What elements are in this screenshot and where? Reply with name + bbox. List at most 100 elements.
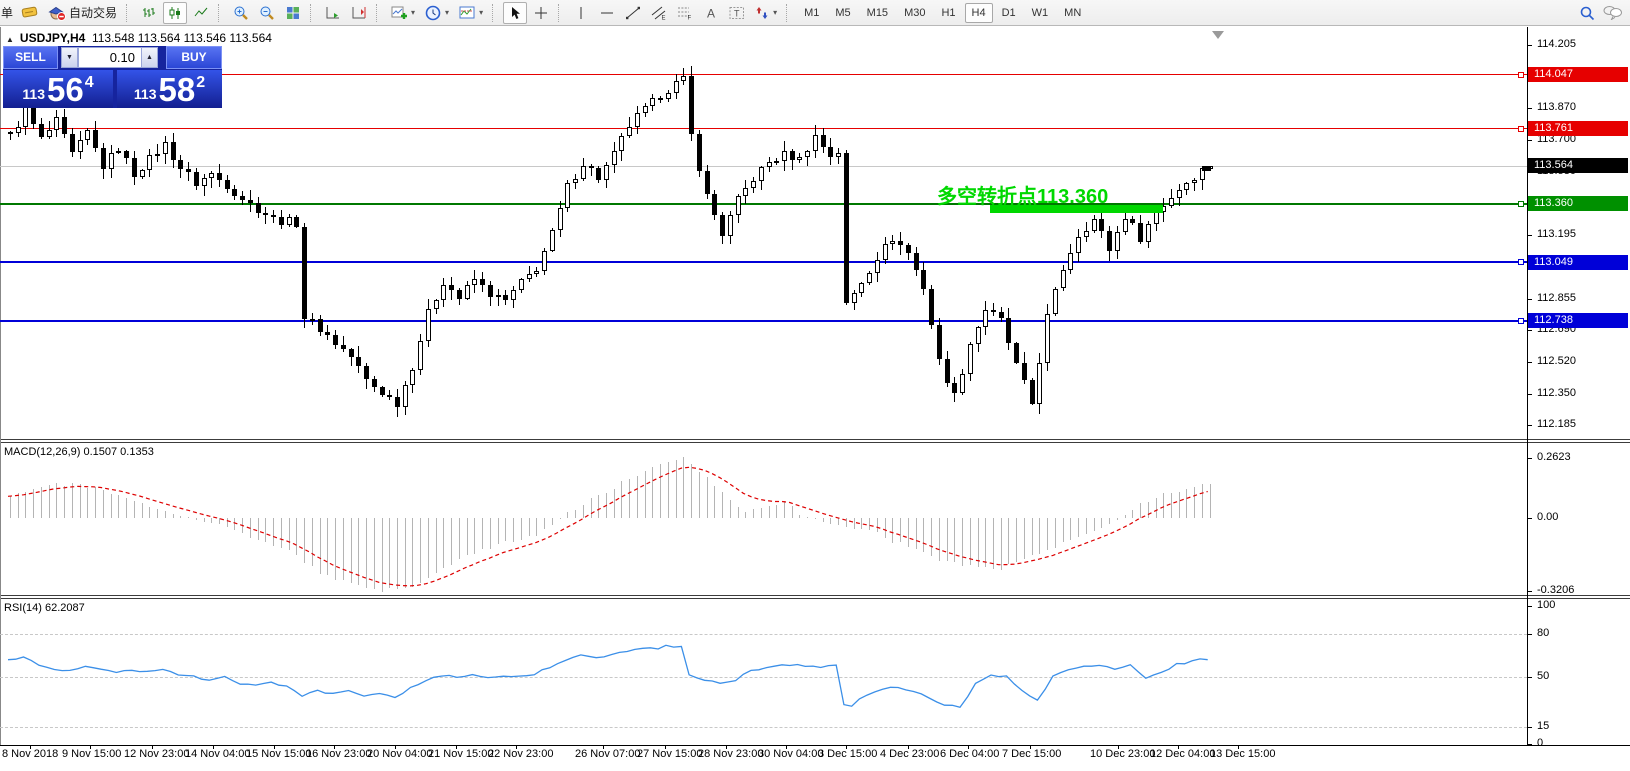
text-label-icon[interactable]: T (725, 2, 749, 24)
equidistant-channel-icon[interactable]: E (647, 2, 671, 24)
vertical-line-icon[interactable] (569, 2, 593, 24)
date-label: 12 Dec 04:00 (1150, 748, 1216, 760)
last-close-marker (1202, 166, 1211, 171)
timeframe-mn[interactable]: MN (1064, 6, 1082, 19)
collapse-one-click-icon[interactable]: ▲ (6, 35, 14, 44)
volume-decrease-button[interactable]: ▼ (61, 47, 78, 68)
text-icon[interactable]: A (699, 2, 723, 24)
bar-chart-icon[interactable] (137, 2, 161, 24)
timeframe-d1[interactable]: D1 (1001, 6, 1016, 19)
buy-price[interactable]: 113 58 2 (117, 70, 222, 108)
timeframe-h4[interactable]: H4 (964, 2, 993, 23)
line-chart-icon[interactable] (189, 2, 213, 24)
date-label: 4 Dec 23:00 (880, 748, 940, 760)
templates-button[interactable]: ▾ (455, 2, 487, 24)
sell-price-big: 56 (46, 71, 84, 108)
periods-button[interactable]: ▾ (421, 2, 453, 24)
svg-text:F: F (688, 15, 692, 20)
title-ohlc: 113.548 113.564 113.546 113.564 (91, 31, 272, 45)
autotrading-icon (48, 5, 67, 21)
date-label: 26 Nov 07:00 (575, 748, 641, 760)
zoom-in-icon[interactable] (229, 2, 253, 24)
date-label: 13 Dec 15:00 (1210, 748, 1276, 760)
toolbar-grip (492, 3, 498, 22)
date-tick (334, 745, 335, 749)
date-tick (786, 745, 787, 749)
window-frame (0, 27, 1, 745)
timeframe-w1[interactable]: W1 (1031, 6, 1049, 19)
date-tick (1238, 745, 1239, 749)
sell-price[interactable]: 113 56 4 (3, 70, 113, 108)
zoom-out-icon[interactable] (255, 2, 279, 24)
buy-price-handle: 113 (133, 86, 157, 102)
highlight-segment[interactable] (990, 205, 1163, 213)
date-tick (90, 745, 91, 749)
date-label: 10 Dec 23:00 (1090, 748, 1156, 760)
date-label: 28 Nov 23:00 (698, 748, 764, 760)
arrows-button[interactable]: ▾ (751, 2, 781, 24)
date-tick (30, 745, 31, 749)
chart-shift-icon[interactable] (347, 2, 371, 24)
toolbar-grip (126, 3, 132, 22)
timeframe-bar: M1 M5 M15 M30 H1 H4 D1 W1 MN (796, 2, 1089, 23)
price-axis-border (1527, 27, 1528, 745)
candlestick-chart-icon[interactable] (163, 1, 188, 24)
toolbar-grip (310, 3, 316, 22)
timeframe-m30[interactable]: M30 (904, 6, 926, 19)
timeframe-m1[interactable]: M1 (804, 6, 820, 19)
timeframe-m15[interactable]: M15 (866, 6, 889, 19)
sell-price-handle: 113 (22, 86, 45, 102)
sell-button[interactable]: SELL (3, 46, 58, 69)
date-tick (1178, 745, 1179, 749)
scroll-to-end-icon[interactable] (1212, 31, 1224, 39)
buy-price-pip: 2 (196, 74, 206, 91)
volume-increase-button[interactable]: ▲ (141, 47, 158, 68)
auto-scroll-icon[interactable] (321, 2, 345, 24)
search-icon[interactable] (1575, 2, 1599, 24)
chevron-down-icon: ▾ (479, 8, 484, 17)
chat-icon[interactable] (1601, 2, 1625, 24)
chevron-down-icon: ▾ (445, 8, 450, 17)
chevron-down-icon: ▾ (773, 8, 778, 17)
date-label: 8 Nov 2018 (2, 748, 59, 760)
horizontal-line-icon[interactable] (595, 2, 619, 24)
annotation-text[interactable]: 多空转折点113.360 (937, 186, 1109, 208)
macd-panel[interactable] (0, 443, 1630, 595)
volume-input[interactable]: 0.10 (78, 47, 142, 68)
rsi-label: RSI(14) 62.2087 (4, 602, 85, 614)
svg-text:T: T (734, 8, 740, 18)
date-tick (152, 745, 153, 749)
buy-button[interactable]: BUY (166, 46, 222, 69)
date-label: 16 Nov 23:00 (306, 748, 372, 760)
rsi-panel[interactable] (0, 599, 1630, 745)
date-tick (1030, 745, 1031, 749)
date-tick (395, 745, 396, 749)
sell-price-pip: 4 (84, 74, 94, 91)
order-ticket-icon[interactable] (18, 2, 42, 24)
one-click-trading-panel: SELL ▼ 0.10 ▲ BUY 113 56 4 113 58 2 (3, 46, 222, 108)
cursor-icon[interactable] (503, 1, 528, 24)
fibonacci-icon[interactable]: F (673, 2, 697, 24)
autotrading-label: 自动交易 (69, 6, 118, 20)
date-label: 12 Nov 23:00 (124, 748, 190, 760)
crosshair-icon[interactable] (529, 2, 553, 24)
date-tick (665, 745, 666, 749)
toolbar-grip (376, 3, 382, 22)
date-label: 27 Nov 15:00 (637, 748, 703, 760)
new-order-button[interactable]: 单 (1, 6, 14, 20)
date-label: 3 Dec 15:00 (818, 748, 878, 760)
main-chart-panel[interactable] (0, 27, 1630, 439)
date-tick (726, 745, 727, 749)
autotrading-button[interactable]: 自动交易 (44, 2, 121, 24)
trendline-icon[interactable] (621, 2, 645, 24)
timeframe-h1[interactable]: H1 (941, 6, 956, 19)
date-tick (516, 745, 517, 749)
indicators-button[interactable]: ▾ (387, 2, 419, 24)
date-tick (1118, 745, 1119, 749)
chevron-down-icon: ▾ (411, 8, 416, 17)
timeframe-m5[interactable]: M5 (835, 6, 851, 19)
toolbar-grip (786, 3, 792, 22)
tile-windows-icon[interactable] (281, 2, 305, 24)
date-label: 20 Nov 04:00 (367, 748, 433, 760)
